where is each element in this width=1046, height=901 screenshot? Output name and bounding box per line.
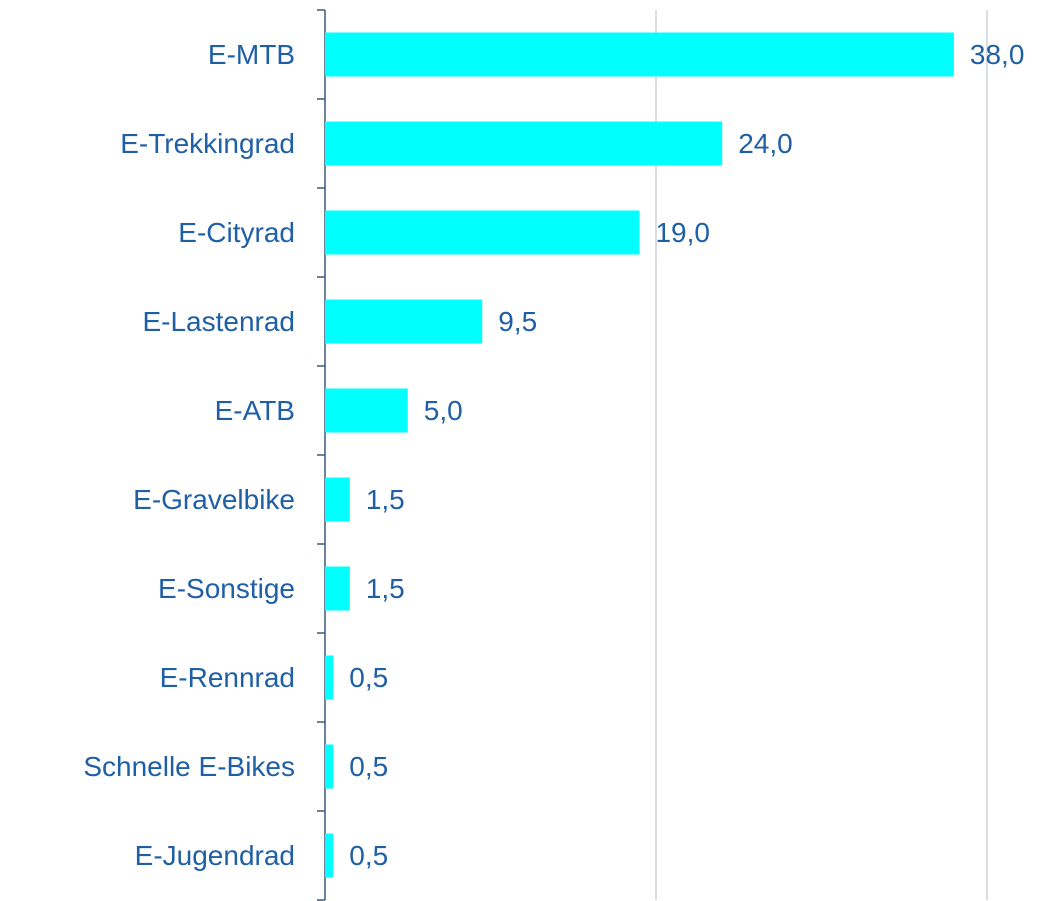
bar (325, 210, 640, 255)
y-tick-label: E-MTB (208, 39, 295, 70)
y-tick-label: E-Gravelbike (133, 484, 295, 515)
bar (325, 833, 334, 878)
bar (325, 299, 483, 344)
y-tick-label: E-Rennrad (160, 662, 295, 693)
y-tick-label: E-Cityrad (178, 217, 295, 248)
y-tick-label: E-Lastenrad (142, 306, 295, 337)
bar (325, 655, 334, 700)
bar (325, 121, 723, 166)
value-label: 9,5 (498, 306, 537, 337)
value-label: 5,0 (424, 395, 463, 426)
value-label: 24,0 (738, 128, 793, 159)
value-label: 19,0 (655, 217, 710, 248)
y-tick-label: E-Trekkingrad (120, 128, 295, 159)
y-tick-label: E-Sonstige (158, 573, 295, 604)
value-label: 0,5 (349, 840, 388, 871)
y-tick-label: E-ATB (215, 395, 295, 426)
bar (325, 744, 334, 789)
bar (325, 388, 408, 433)
bar (325, 32, 954, 77)
value-label: 0,5 (349, 662, 388, 693)
value-label: 1,5 (366, 573, 405, 604)
bar (325, 566, 350, 611)
value-label: 1,5 (366, 484, 405, 515)
value-label: 0,5 (349, 751, 388, 782)
y-tick-label: Schnelle E-Bikes (83, 751, 295, 782)
value-label: 38,0 (970, 39, 1025, 70)
bar (325, 477, 350, 522)
y-tick-label: E-Jugendrad (135, 840, 295, 871)
